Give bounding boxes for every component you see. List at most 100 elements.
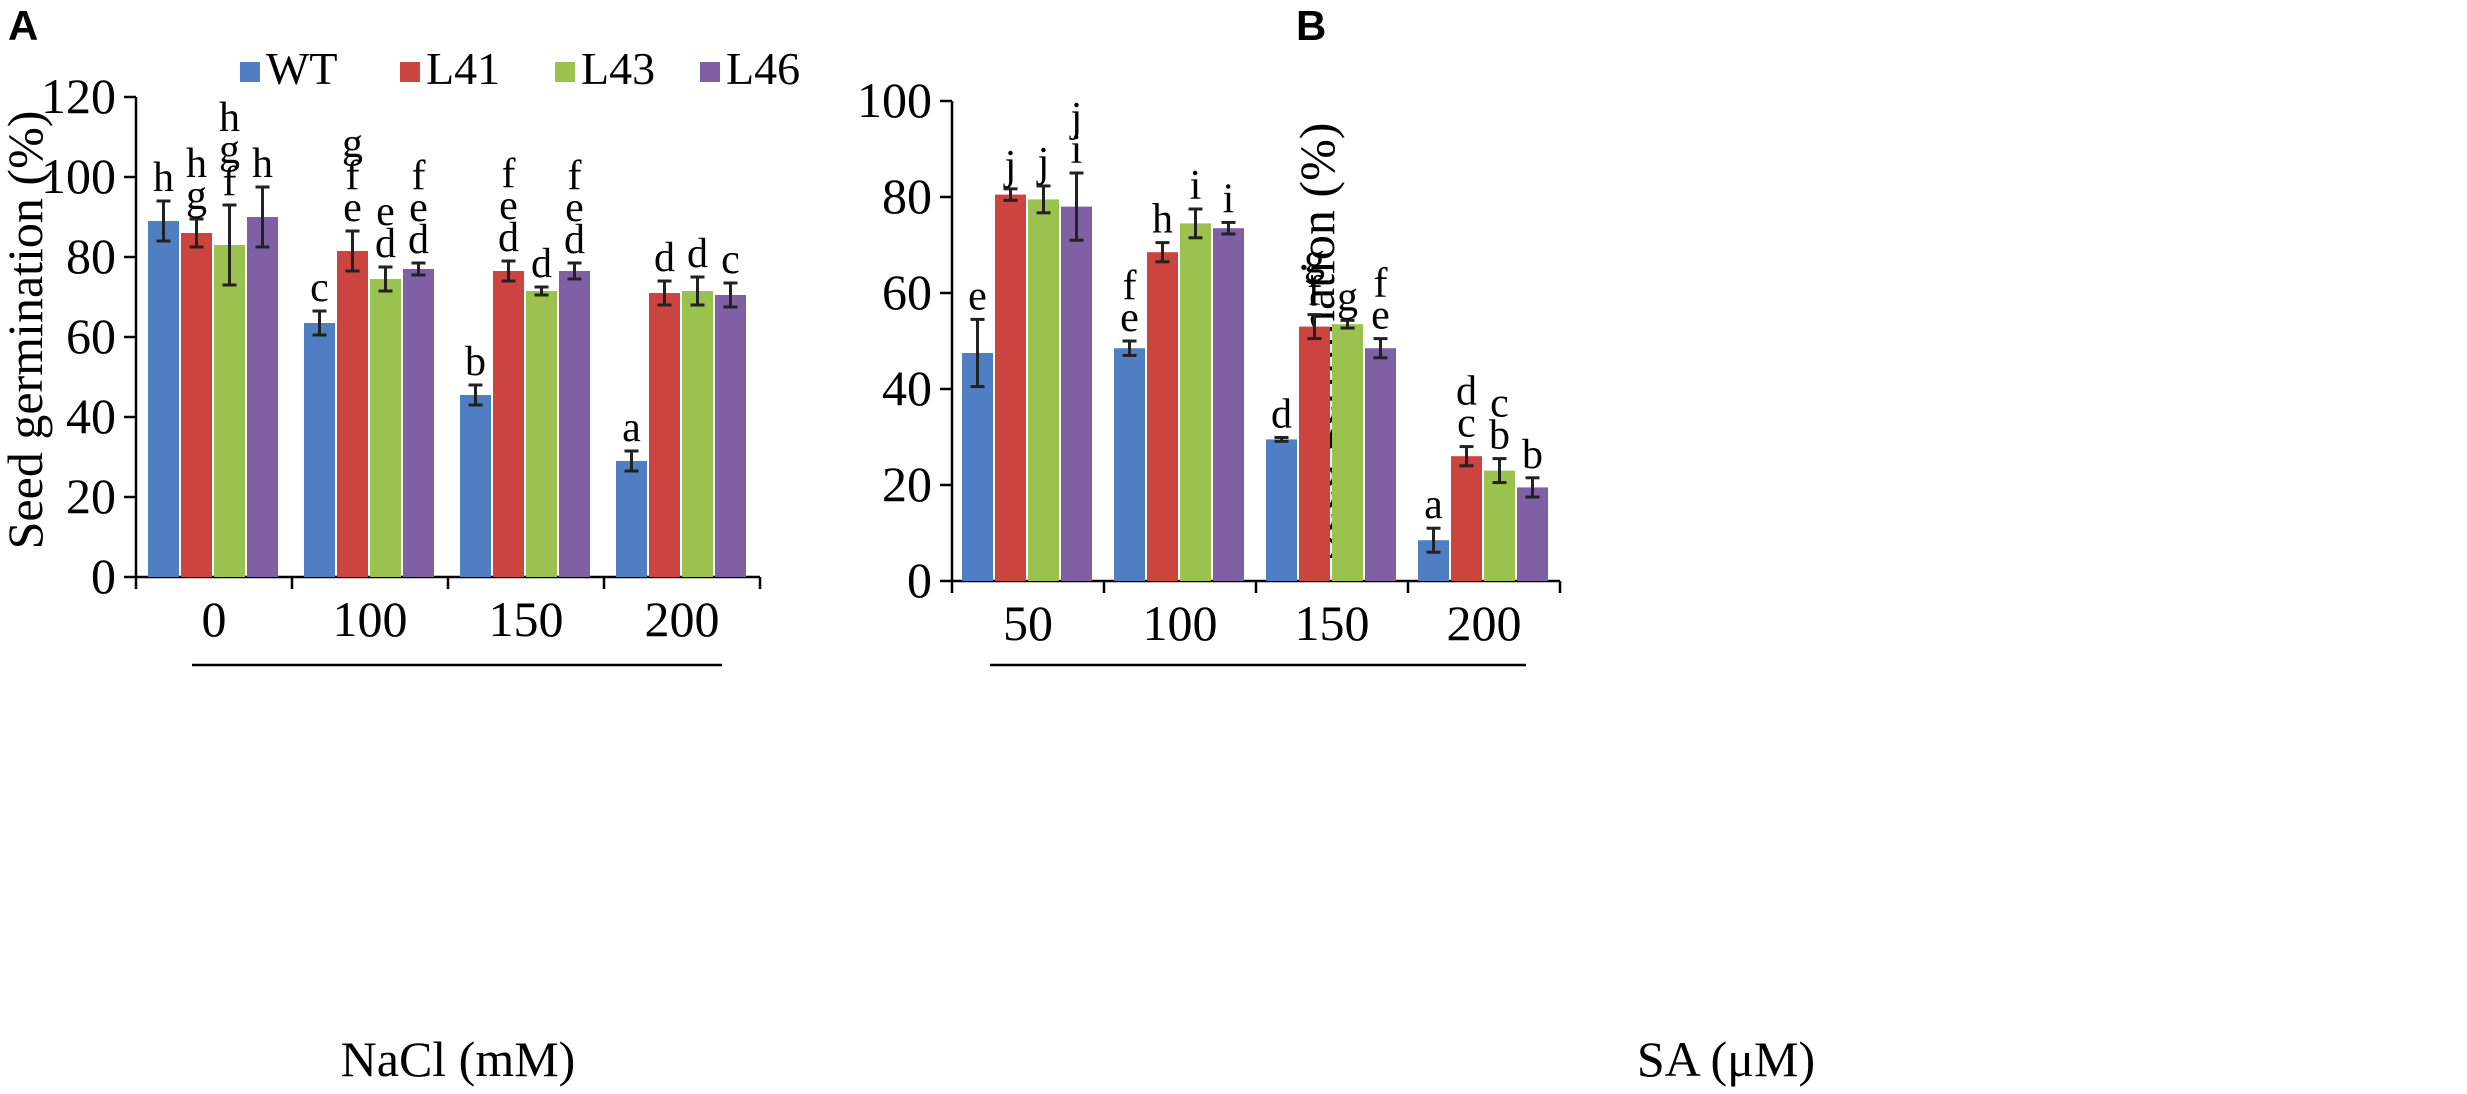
panel-b-significance-letter: b [1489, 413, 1510, 459]
panel-b-x-tick-label: 100 [1143, 595, 1218, 651]
panel-a-bar-l41-100 [337, 251, 368, 577]
panel-a-significance-letter: d [687, 231, 708, 277]
panel-a-x-tick-label: 100 [333, 591, 408, 647]
panel-a-significance-letter: b [465, 339, 486, 385]
panel-a-significance-letter: f [346, 153, 360, 199]
panel-a-bar-l41-0 [181, 233, 212, 577]
panel-a-significance-letter: g [219, 127, 240, 173]
panel-a-significance-letter: h [153, 155, 174, 201]
panel-a-significance-letter: e [565, 185, 584, 231]
panel-b-y-tick-label: 100 [857, 72, 932, 128]
panel-a-bar-l43-0 [214, 245, 245, 577]
panel-b-significance-letter: e [1371, 293, 1390, 339]
panel-a-significance-letter: g [342, 121, 363, 167]
panel-b-significance-letter: j [1069, 95, 1083, 141]
panel-b: B Seed germination (%) SA (μM) 020406080… [857, 2, 1815, 1087]
panel-a-significance-letter: c [310, 265, 329, 311]
panel-b-bar-wt-150 [1266, 439, 1297, 581]
panel-b-bar-l41-50 [995, 194, 1026, 581]
panel-b-y-tick-label: 80 [882, 168, 932, 224]
panel-a-label: A [8, 2, 38, 49]
panel-b-significance-letter: i [1071, 127, 1083, 173]
panel-a-bar-l46-0 [247, 217, 278, 577]
panel-b-y-tick-label: 20 [882, 456, 932, 512]
panel-b-label: B [1296, 2, 1326, 49]
panel-b-y-tick-label: 0 [907, 552, 932, 608]
panel-a-significance-letter: f [568, 153, 582, 199]
panel-a-significance-letter: d [654, 235, 675, 281]
panel-b-bar-wt-50 [962, 353, 993, 581]
panel-a-bar-wt-0 [148, 221, 179, 577]
panel-a-bar-l43-150 [526, 291, 557, 577]
panel-b-bar-l41-200 [1451, 456, 1482, 581]
panel-b-bar-l43-100 [1180, 223, 1211, 581]
panel-a: A WT L41 L43 L46 Seed germination (%) NaCl … [0, 2, 800, 1087]
panel-b-y-tick-label: 40 [882, 360, 932, 416]
panel-a-significance-letter: h [219, 95, 240, 141]
panel-b-significance-letter: i [1190, 163, 1202, 209]
panel-a-significance-letter: f [502, 151, 516, 197]
panel-b-significance-letter: f [1308, 269, 1322, 315]
legend-label-l46: L46 [726, 43, 800, 94]
panel-b-bar-l43-150 [1332, 324, 1363, 581]
panel-a-y-tick-label: 120 [41, 68, 116, 124]
panel-b-significance-letter: h [1152, 197, 1173, 243]
panel-b-x-tick-label: 150 [1295, 595, 1370, 651]
panel-b-bar-l46-50 [1061, 206, 1092, 581]
panel-a-significance-letter: f [223, 159, 237, 205]
panel-a-significance-letter: c [721, 237, 740, 283]
panel-b-bar-l41-100 [1147, 252, 1178, 581]
panel-a-significance-letter: e [409, 185, 428, 231]
panel-a-significance-letter: a [622, 405, 641, 451]
panel-a-y-tick-label: 80 [66, 228, 116, 284]
panel-a-bar-l43-200 [682, 291, 713, 577]
panel-a-bar-wt-100 [304, 323, 335, 577]
panel-b-significance-letter: i [1223, 176, 1235, 222]
panel-b-significance-letter: b [1522, 432, 1543, 478]
panel-b-bar-l46-100 [1213, 228, 1244, 581]
panel-a-significance-letter: e [499, 183, 518, 229]
panel-a-significance-letter: e [343, 185, 362, 231]
panel-a-bar-l41-200 [649, 293, 680, 577]
panel-a-bar-wt-200 [616, 461, 647, 577]
panel-b-significance-letter: j [1003, 143, 1017, 189]
panel-b-significance-letter: a [1424, 482, 1443, 528]
panel-b-significance-letter: g [1304, 237, 1325, 283]
panel-a-x-tick-label: 0 [202, 591, 227, 647]
panel-a-significance-letter: d [408, 217, 429, 263]
panel-b-significance-letter: f [1123, 263, 1137, 309]
panel-b-significance-letter: g [1337, 274, 1358, 320]
panel-a-significance-letter: d [498, 215, 519, 261]
panel-a-significance-letter: d [375, 221, 396, 267]
panel-a-bar-l43-100 [370, 279, 401, 577]
panel-a-y-tick-label: 40 [66, 388, 116, 444]
panel-b-significance-letter: e [968, 273, 987, 319]
panel-a-significance-letter: d [531, 241, 552, 287]
panel-a-significance-letter: d [564, 217, 585, 263]
panel-a-y-tick-label: 0 [91, 548, 116, 604]
panel-b-significance-letter: f [1374, 261, 1388, 307]
legend-swatch-l43 [555, 62, 575, 82]
panel-a-bar-l41-150 [493, 271, 524, 577]
panel-b-significance-letter: j [1036, 140, 1050, 186]
panel-a-x-axis-title: NaCl (mM) [341, 1031, 576, 1087]
panel-a-bar-wt-150 [460, 395, 491, 577]
panel-a-significance-letter: f [412, 153, 426, 199]
legend-label-wt: WT [266, 43, 338, 94]
legend-swatch-wt [240, 62, 260, 82]
panel-a-significance-letter: h [186, 141, 207, 187]
panel-b-x-tick-label: 200 [1447, 595, 1522, 651]
legend-label-l43: L43 [581, 43, 655, 94]
panel-a-significance-letter: g [186, 173, 207, 219]
panel-a-x-tick-label: 200 [645, 591, 720, 647]
panel-a-y-tick-label: 100 [41, 148, 116, 204]
panel-a-y-axis-title: Seed germination (%) [0, 111, 53, 550]
panel-b-bar-l43-50 [1028, 199, 1059, 581]
panel-b-bar-l43-200 [1484, 470, 1515, 581]
panel-a-y-tick-label: 60 [66, 308, 116, 364]
panel-a-bar-l46-200 [715, 295, 746, 577]
panel-a-significance-letter: h [252, 141, 273, 187]
